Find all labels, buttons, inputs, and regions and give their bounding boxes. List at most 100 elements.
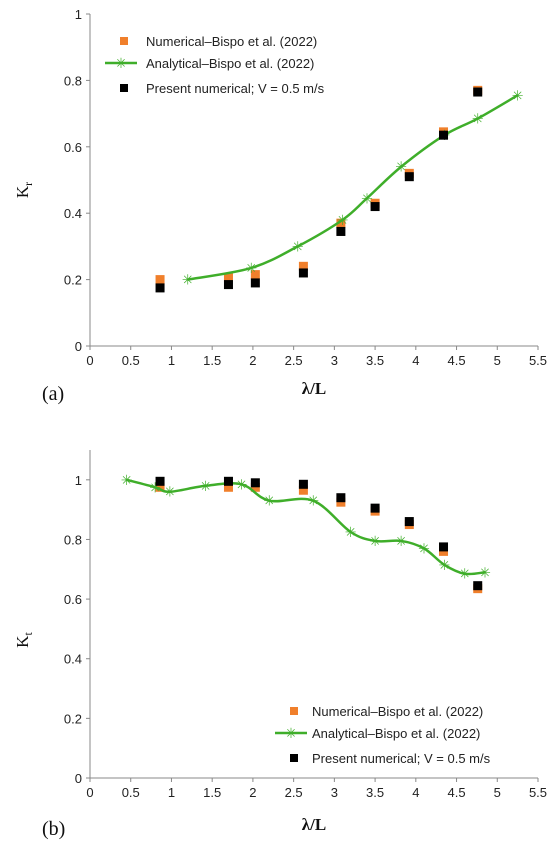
analytical-series-point: ✳	[292, 239, 304, 255]
y-tick-label: 0	[75, 771, 82, 786]
present-series-point	[404, 517, 414, 527]
x-tick-labels: 0 0.5 1 1.5 2 2.5 3 3.5 4 4.5 5 5.5	[86, 346, 547, 368]
panel-label: (b)	[42, 818, 65, 840]
y-axis-title: Kr	[13, 182, 35, 198]
y-tick-label: 0.4	[64, 652, 82, 667]
x-tick-label: 0.5	[122, 353, 140, 368]
y-tick-labels: 0 0.2 0.4 0.6 0.8 1	[64, 473, 90, 786]
present-series-point	[223, 280, 233, 290]
y-tick-label: 0.2	[64, 711, 82, 726]
legend-marker-numerical	[120, 37, 128, 45]
x-axis-title: λ/L	[302, 379, 326, 398]
x-tick-label: 0.5	[122, 785, 140, 800]
x-axis-title: λ/L	[302, 815, 326, 834]
numerical-series-point	[155, 482, 165, 492]
legend-label-numerical: Numerical–Bispo et al. (2022)	[312, 704, 483, 719]
analytical-series-line	[187, 94, 519, 281]
legend: Numerical–Bispo et al. (2022) ✳ Analytic…	[275, 704, 491, 766]
numerical-series-point	[223, 482, 233, 492]
chart-panel-b: 0 0.5 1 1.5 2 2.5 3 3.5 4 4.5 5 5.5 00.20.40.60.81 …	[13, 450, 547, 840]
x-tick-label: 3	[331, 785, 338, 800]
analytical-series-line	[126, 478, 486, 576]
numerical-series-point	[155, 275, 165, 285]
analytical-series-point: ✳	[369, 534, 381, 550]
legend-label-present: Present numerical; V = 0.5 m/s	[146, 81, 325, 96]
numerical-series-point	[336, 218, 346, 228]
x-tick-label: 4	[412, 353, 419, 368]
y-axis-title: Kt	[13, 632, 35, 648]
analytical-series-point: ✳	[438, 558, 450, 574]
analytical-series-point: ✳	[337, 213, 349, 229]
analytical-series-point: ✳	[479, 565, 491, 581]
legend-marker-analytical-star: ✳	[285, 726, 297, 742]
legend-marker-present	[290, 754, 298, 762]
present-series-point	[155, 283, 165, 293]
numerical-series-point	[223, 273, 233, 283]
x-tick-label: 2.5	[285, 785, 303, 800]
x-tick-label: 5	[494, 785, 501, 800]
analytical-series-point: ✳	[459, 567, 471, 583]
panel-label: (a)	[42, 383, 64, 405]
present-series-point	[439, 130, 449, 140]
analytical-series-point: ✳	[512, 88, 524, 104]
legend-marker-present	[120, 84, 128, 92]
x-tick-label: 2	[249, 785, 256, 800]
y-tick-label: 0.6	[64, 140, 82, 155]
y-tick-label: 1	[75, 7, 82, 22]
present-series-point	[336, 493, 346, 503]
x-tick-label: 5	[494, 353, 501, 368]
x-tick-label: 2.5	[285, 353, 303, 368]
analytical-series-point: ✳	[307, 494, 319, 510]
present-series-point	[404, 172, 414, 182]
present-series-point	[250, 278, 260, 288]
x-tick-label: 3	[331, 353, 338, 368]
x-tick-label: 3.5	[366, 353, 384, 368]
analytical-series-point: ✳	[182, 273, 194, 289]
plot-marks: ✳ ✳ ✳ ✳ ✳✳ ✳✳✳ ✳ ✳✳✳ ✳	[121, 473, 491, 594]
analytical-series-point: ✳	[245, 261, 257, 277]
present-series-point	[473, 581, 483, 591]
legend-label-analytical: Analytical–Bispo et al. (2022)	[312, 726, 480, 741]
analytical-series-point: ✳	[263, 494, 275, 510]
legend-label-analytical: Analytical–Bispo et al. (2022)	[146, 56, 314, 71]
x-tick-label: 4.5	[448, 785, 466, 800]
x-tick-labels: 0 0.5 1 1.5 2 2.5 3 3.5 4 4.5 5 5.5	[86, 778, 547, 800]
x-tick-label: 4.5	[448, 353, 466, 368]
present-series-point	[298, 268, 308, 278]
y-tick-labels: 0 0.2 0.4 0.6 0.8 1	[64, 7, 90, 354]
x-tick-label: 3.5	[366, 785, 384, 800]
present-series-point	[473, 87, 483, 97]
numerical-series-point	[298, 485, 308, 495]
x-tick-label: 4	[412, 785, 419, 800]
present-series-point	[298, 479, 308, 489]
legend: Numerical–Bispo et al. (2022) ✳ Analytic…	[105, 34, 325, 96]
legend-label-numerical: Numerical–Bispo et al. (2022)	[146, 34, 317, 49]
x-tick-label: 0	[86, 785, 93, 800]
x-tick-label: 2	[249, 353, 256, 368]
x-tick-label: 1.5	[203, 353, 221, 368]
plot-marks: ✳✳✳✳✳✳✳✳✳	[155, 85, 524, 293]
x-tick-label: 1.5	[203, 785, 221, 800]
y-tick-label: 0	[75, 339, 82, 354]
analytical-series-point: ✳	[164, 485, 176, 501]
x-tick-label: 1	[168, 785, 175, 800]
x-tick-label: 5.5	[529, 353, 547, 368]
analytical-series-point: ✳	[345, 525, 357, 541]
x-tick-label: 0	[86, 353, 93, 368]
present-series-point	[370, 202, 380, 212]
present-series-point	[155, 476, 165, 486]
y-tick-label: 1	[75, 473, 82, 488]
analytical-series-point: ✳	[121, 473, 133, 489]
y-tick-label: 0.8	[64, 73, 82, 88]
present-series-point	[439, 542, 449, 552]
analytical-series-point: ✳	[200, 479, 212, 495]
legend-marker-analytical-star: ✳	[115, 56, 127, 72]
present-series-point	[370, 503, 380, 513]
analytical-series-point: ✳	[236, 477, 248, 493]
chart-panel-a: 0 0.5 1 1.5 2 2.5 3 3.5 4 4.5 5 5.5 00.20.40.60.81 …	[13, 7, 547, 405]
analytical-series-point: ✳	[472, 112, 484, 128]
analytical-series-point: ✳	[149, 480, 161, 496]
y-tick-label: 0.2	[64, 273, 82, 288]
analytical-series-point: ✳	[418, 541, 430, 557]
